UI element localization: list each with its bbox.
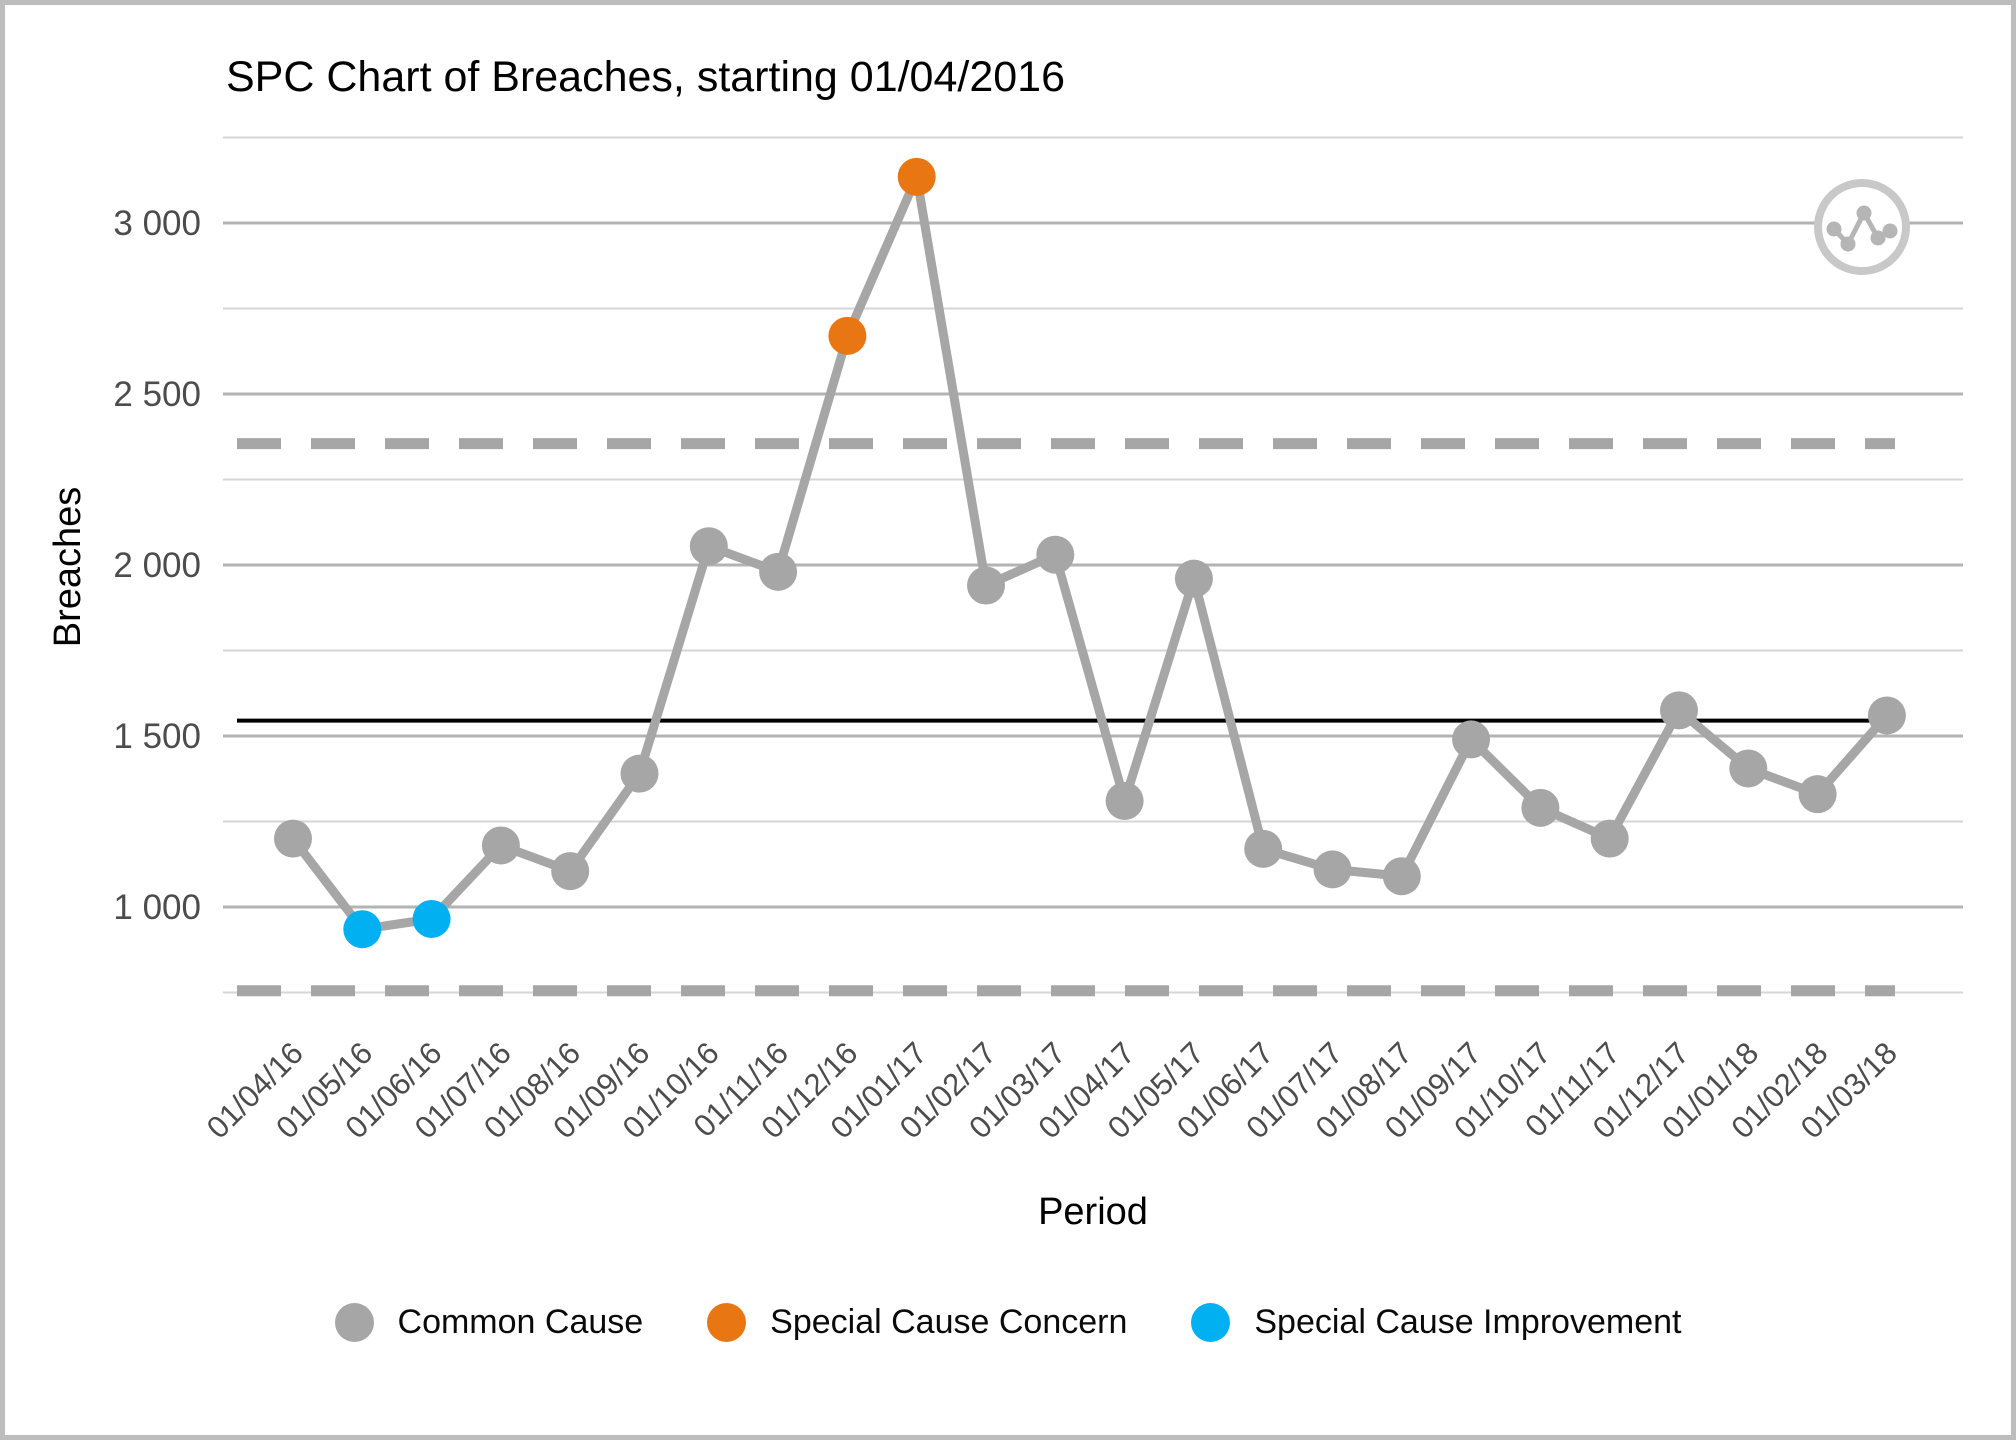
data-line <box>288 172 1892 934</box>
data-point <box>1452 720 1491 759</box>
data-point <box>274 819 312 858</box>
legend-item-common-cause: Common Cause <box>334 1303 644 1342</box>
data-point <box>620 754 659 793</box>
data-point <box>1590 819 1629 858</box>
y-tick-label: 2 000 <box>113 546 201 585</box>
data-point <box>1867 696 1906 735</box>
data-point <box>481 826 520 865</box>
data-point <box>967 566 1005 605</box>
y-tick-label: 1 500 <box>113 717 201 756</box>
data-point <box>1382 857 1421 896</box>
y-tick-label: 2 500 <box>113 375 201 414</box>
data-point <box>412 899 451 938</box>
y-tick-label: 1 000 <box>113 888 201 927</box>
data-point <box>689 527 728 566</box>
data-point <box>1244 829 1283 868</box>
data-point <box>897 157 936 196</box>
data-point <box>1313 850 1352 889</box>
special-cause-improvement-dot-icon <box>1191 1303 1231 1342</box>
legend-item-special-cause-concern: Special Cause Concern <box>707 1303 1127 1342</box>
special-cause-concern-dot-icon <box>707 1303 747 1342</box>
data-point <box>1174 559 1213 598</box>
data-point <box>1660 691 1698 730</box>
data-point <box>759 552 798 591</box>
common-cause-dot-icon <box>334 1303 374 1342</box>
data-point <box>1729 749 1768 788</box>
data-point <box>1798 775 1837 814</box>
chart-legend: Common Cause Special Cause Concern Speci… <box>5 1303 2011 1342</box>
x-axis-title: Period <box>1038 1191 1148 1233</box>
legend-item-special-cause-improvement: Special Cause Improvement <box>1191 1303 1681 1342</box>
chart-title: SPC Chart of Breaches, starting 01/04/20… <box>226 53 1065 101</box>
data-point <box>1105 781 1144 820</box>
run-chart-icon-dots <box>1826 205 1898 252</box>
legend-label-special-cause-concern: Special Cause Concern <box>770 1303 1128 1341</box>
run-chart-icon-ring <box>1814 179 1910 275</box>
run-chart-icon <box>1814 179 1910 275</box>
data-point <box>343 910 382 949</box>
data-point <box>828 316 867 355</box>
legend-label-special-cause-improvement: Special Cause Improvement <box>1254 1303 1682 1341</box>
legend-label-common-cause: Common Cause <box>397 1303 644 1341</box>
data-point <box>1521 788 1560 827</box>
data-point <box>551 852 590 891</box>
y-tick-label: 3 000 <box>113 204 201 243</box>
data-point <box>1036 535 1075 574</box>
